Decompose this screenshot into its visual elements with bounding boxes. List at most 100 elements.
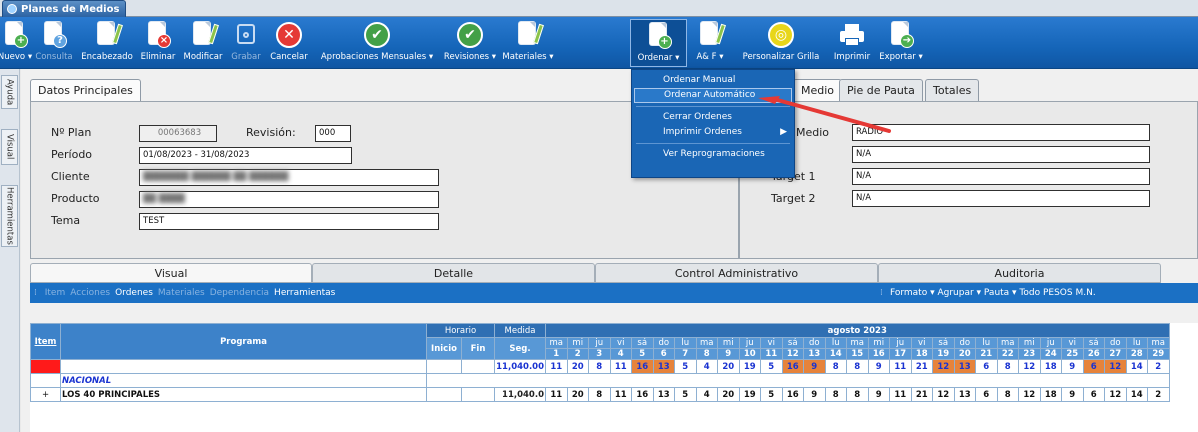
- program-day-cell[interactable]: 20: [566, 387, 589, 402]
- total-day-cell[interactable]: 16: [781, 359, 804, 374]
- tab-visual[interactable]: Visual: [30, 263, 312, 283]
- toolbar-ordenar-button[interactable]: + Ordenar ▾: [630, 19, 687, 67]
- total-day-cell[interactable]: 8: [824, 359, 847, 374]
- side-tab-ayuda[interactable]: Ayuda: [1, 75, 18, 109]
- total-day-cell[interactable]: 13: [652, 359, 675, 374]
- total-day-cell[interactable]: 11: [545, 359, 568, 374]
- menu-item-imprimir-ordenes[interactable]: Imprimir Ordenes ▶: [634, 125, 792, 140]
- target2-field[interactable]: N/A: [852, 190, 1150, 207]
- revision-field[interactable]: 000: [315, 125, 351, 142]
- toolbar-grilla-button[interactable]: ◎ Personalizar Grilla: [733, 19, 829, 67]
- row-marker[interactable]: [30, 359, 61, 374]
- total-day-cell[interactable]: 6: [1082, 359, 1105, 374]
- side-tab-visual[interactable]: Visual: [1, 129, 18, 165]
- program-day-cell[interactable]: 9: [1061, 387, 1084, 402]
- program-day-cell[interactable]: 6: [1082, 387, 1105, 402]
- program-day-cell[interactable]: 13: [953, 387, 976, 402]
- program-day-cell[interactable]: 18: [1039, 387, 1062, 402]
- medio-detail-field[interactable]: N/A: [852, 146, 1150, 163]
- total-day-cell[interactable]: 8: [846, 359, 869, 374]
- total-day-cell[interactable]: 12: [932, 359, 955, 374]
- toolbar-imprimir-button[interactable]: Imprimir: [831, 19, 873, 67]
- toolbar-nuevo-button[interactable]: + Nuevo ▾: [0, 19, 32, 67]
- program-day-cell[interactable]: 8: [996, 387, 1019, 402]
- menu-item-cerrar-ordenes[interactable]: Cerrar Ordenes: [634, 110, 792, 125]
- item-header[interactable]: Item: [30, 323, 61, 360]
- total-day-cell[interactable]: 6: [975, 359, 998, 374]
- program-day-cell[interactable]: 12: [1018, 387, 1041, 402]
- toolbar-encabezado-button[interactable]: Encabezado: [78, 19, 136, 67]
- toolbar-eliminar-button[interactable]: × Eliminar: [138, 19, 178, 67]
- program-day-cell[interactable]: 11: [609, 387, 632, 402]
- cliente-field[interactable]: ███████ ██████ ██ ██████: [139, 169, 439, 186]
- program-seg-cell[interactable]: 11,040.0: [494, 387, 546, 402]
- total-day-cell[interactable]: 16: [631, 359, 654, 374]
- program-day-cell[interactable]: 12: [1104, 387, 1127, 402]
- total-day-cell[interactable]: 18: [1039, 359, 1062, 374]
- toolbar-modificar-button[interactable]: Modificar: [180, 19, 226, 67]
- menu-item-ordenar-automatico[interactable]: Ordenar Automático: [634, 88, 792, 103]
- program-day-cell[interactable]: 19: [738, 387, 761, 402]
- total-day-cell[interactable]: 20: [566, 359, 589, 374]
- grid-toolbar-ordenes[interactable]: Ordenes: [115, 288, 153, 298]
- tab-detalle[interactable]: Detalle: [312, 263, 595, 283]
- total-day-cell[interactable]: 9: [803, 359, 826, 374]
- producto-field[interactable]: ██ ████: [139, 191, 439, 208]
- program-row[interactable]: + LOS 40 PRINCIPALES 11,040.0 11 20 8 11 16 13 5 4…: [30, 387, 1170, 402]
- tab-auditoria[interactable]: Auditoria: [878, 263, 1161, 283]
- target1-field[interactable]: N/A: [852, 168, 1150, 185]
- program-day-cell[interactable]: 9: [803, 387, 826, 402]
- total-day-cell[interactable]: 2: [1147, 359, 1170, 374]
- tema-field[interactable]: TEST: [139, 213, 439, 230]
- program-day-cell[interactable]: 13: [652, 387, 675, 402]
- total-day-cell[interactable]: 13: [953, 359, 976, 374]
- toolbar-revisiones-button[interactable]: ✔ Revisiones ▾: [442, 19, 498, 67]
- grid-toolbar-right[interactable]: Formato ▾ Agrupar ▾ Pauta ▾ Todo PESOS M…: [890, 288, 1096, 298]
- tab-totales[interactable]: Totales: [925, 79, 980, 101]
- program-fin-cell[interactable]: [461, 387, 495, 402]
- total-day-cell[interactable]: 9: [867, 359, 890, 374]
- toolbar-materiales-button[interactable]: Materiales ▾: [500, 19, 556, 67]
- toolbar-aprob-button[interactable]: ✔ Aprobaciones Mensuales ▾: [314, 19, 440, 67]
- expand-toggle[interactable]: +: [30, 387, 61, 402]
- program-day-cell[interactable]: 9: [867, 387, 890, 402]
- toolbar-exportar-button[interactable]: ➔ Exportar ▾: [875, 19, 927, 67]
- tab-medio[interactable]: Medio: [793, 79, 843, 101]
- total-day-cell[interactable]: 11: [889, 359, 912, 374]
- toolbar-ayf-button[interactable]: A& F ▾: [689, 19, 731, 67]
- programa-header[interactable]: Programa: [60, 323, 427, 360]
- program-day-cell[interactable]: 6: [975, 387, 998, 402]
- program-day-cell[interactable]: 5: [674, 387, 697, 402]
- total-day-cell[interactable]: 8: [588, 359, 611, 374]
- total-day-cell[interactable]: 12: [1104, 359, 1127, 374]
- program-day-cell[interactable]: 8: [846, 387, 869, 402]
- program-day-cell[interactable]: 14: [1125, 387, 1148, 402]
- menu-item-ordenar-manual[interactable]: Ordenar Manual: [634, 73, 792, 88]
- total-day-cell[interactable]: 8: [996, 359, 1019, 374]
- total-day-cell[interactable]: 5: [674, 359, 697, 374]
- total-day-cell[interactable]: 14: [1125, 359, 1148, 374]
- total-day-cell[interactable]: 21: [910, 359, 933, 374]
- toolbar-cancelar-button[interactable]: ✕ Cancelar: [266, 19, 312, 67]
- total-day-cell[interactable]: 20: [717, 359, 740, 374]
- program-day-cell[interactable]: 16: [781, 387, 804, 402]
- tab-datos-principales[interactable]: Datos Principales: [30, 79, 141, 101]
- window-tab[interactable]: Planes de Medios: [2, 0, 127, 17]
- grid-toolbar-herramientas[interactable]: Herramientas: [274, 288, 336, 298]
- total-day-cell[interactable]: 9: [1061, 359, 1084, 374]
- program-day-cell[interactable]: 8: [588, 387, 611, 402]
- program-day-cell[interactable]: 16: [631, 387, 654, 402]
- tab-control-administrativo[interactable]: Control Administrativo: [595, 263, 878, 283]
- menu-item-ver-reprogramaciones[interactable]: Ver Reprogramaciones: [634, 147, 792, 162]
- total-day-cell[interactable]: 19: [738, 359, 761, 374]
- program-day-cell[interactable]: 5: [760, 387, 783, 402]
- program-day-cell[interactable]: 8: [824, 387, 847, 402]
- total-day-cell[interactable]: 5: [760, 359, 783, 374]
- side-tab-herramientas[interactable]: Herramientas: [1, 185, 18, 247]
- program-day-cell[interactable]: 11: [545, 387, 568, 402]
- program-day-cell[interactable]: 21: [910, 387, 933, 402]
- program-day-cell[interactable]: 2: [1147, 387, 1170, 402]
- program-inicio-cell[interactable]: [426, 387, 462, 402]
- periodo-field[interactable]: 01/08/2023 - 31/08/2023: [139, 147, 352, 164]
- total-day-cell[interactable]: 12: [1018, 359, 1041, 374]
